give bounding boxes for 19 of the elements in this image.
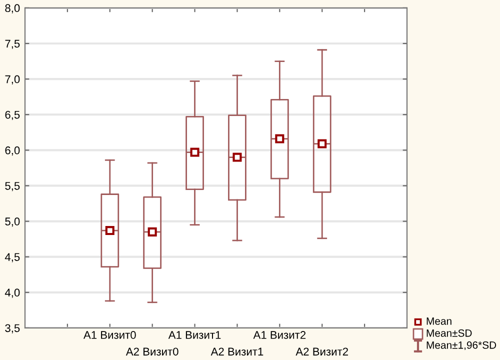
x-tick-label: A1 Визит1 <box>168 331 221 339</box>
x-tick-label: A2 Визит1 <box>210 348 264 356</box>
y-tick-label: 4,0 <box>4 288 20 298</box>
x-tick-label: A1 Визит0 <box>83 331 136 339</box>
text: Mean±1,96*SD <box>426 341 496 350</box>
y-tick-label: 6,0 <box>5 146 20 156</box>
y-tick-label: 8,0 <box>5 4 20 14</box>
y-tick-label: 4,5 <box>4 253 20 262</box>
y-tick-label: 5,0 <box>5 218 20 227</box>
y-tick-label: 6,5 <box>5 110 20 120</box>
y-tick-label: 7,0 <box>5 75 20 84</box>
x-tick-label: A2 Визит0 <box>126 348 178 356</box>
y-tick-label: 7,5 <box>5 40 20 49</box>
x-tick-label: A2 Визит2 <box>296 348 348 356</box>
y-tick-label: 5,5 <box>5 182 20 192</box>
x-tick-label: A1 Визит2 <box>253 331 306 339</box>
y-tick-label: 3,5 <box>5 324 20 334</box>
text: Mean±SD <box>426 329 472 337</box>
text: Mean <box>426 318 452 325</box>
